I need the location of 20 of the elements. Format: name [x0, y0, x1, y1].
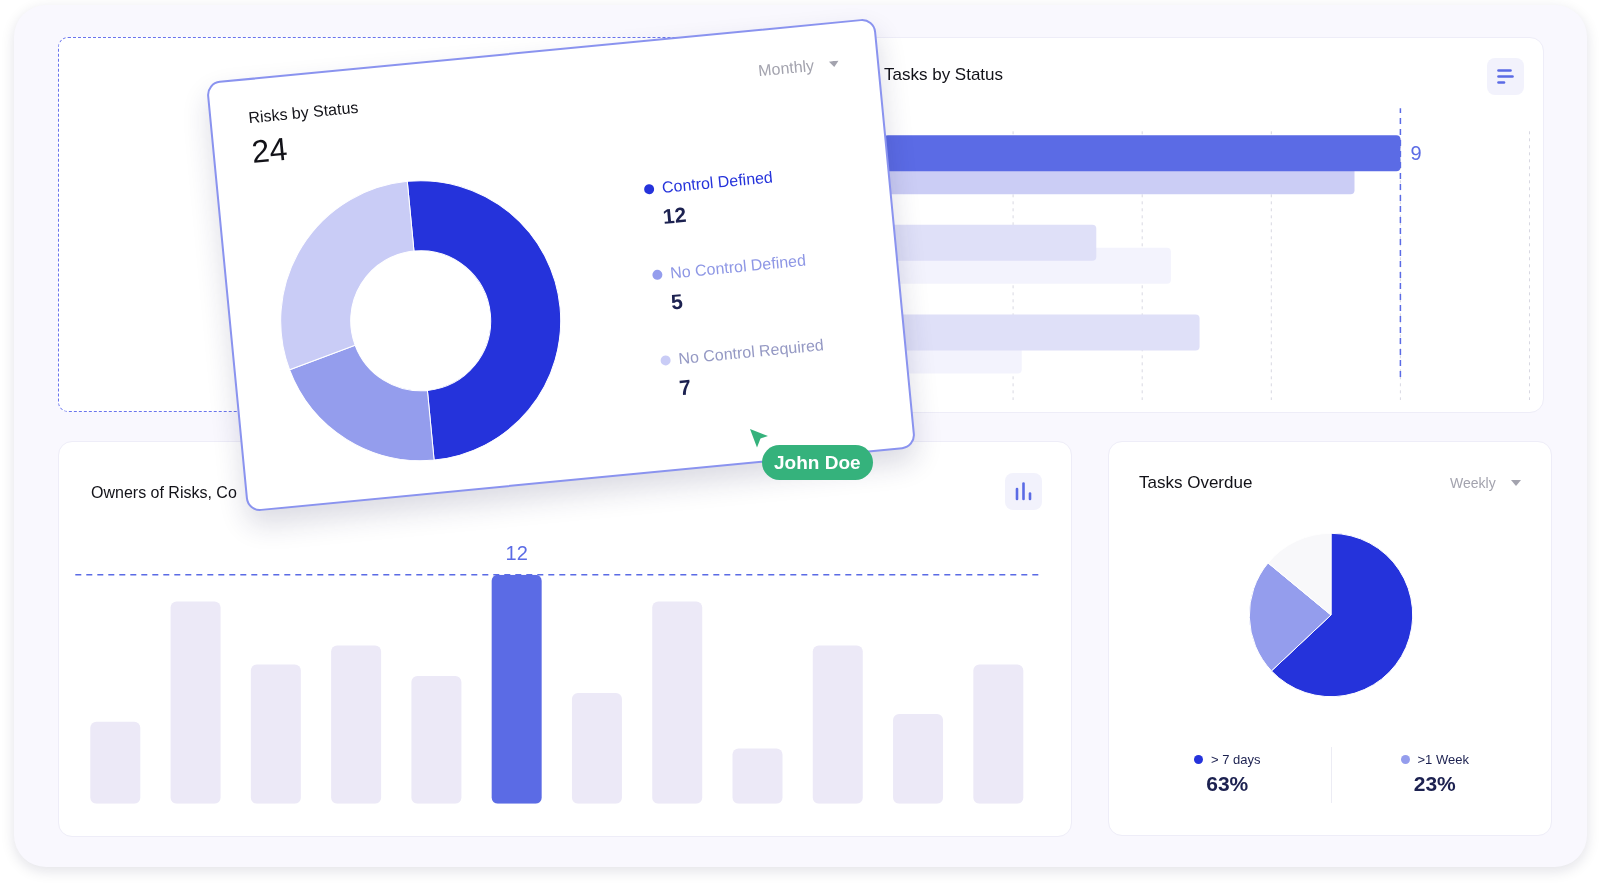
data-label: 23%: [1413, 771, 1456, 797]
text: Monthly: [757, 56, 815, 81]
legend-label: >1 Week: [1417, 751, 1469, 767]
chart-title: Tasks Overdue: [1139, 473, 1253, 492]
text: Weekly: [1450, 475, 1496, 491]
name-badge: John Doe: [762, 445, 873, 480]
data-label: 7: [678, 375, 693, 400]
data-label: 63%: [1206, 771, 1249, 797]
legend-label: No Control Required: [677, 336, 825, 368]
data-label: 9: [1410, 141, 1422, 164]
chart-title: Tasks by Status: [884, 65, 1004, 84]
chart-title: Risks by Status: [247, 98, 360, 127]
data-label: 5: [669, 289, 684, 314]
chart-title: Owners of Risks, Co: [91, 484, 237, 501]
legend-label: No Control Defined: [669, 251, 807, 282]
legend-label: Control Defined: [661, 168, 774, 196]
legend-label: > 7 days: [1210, 751, 1261, 767]
chart-subtitle: 24: [250, 130, 289, 171]
data-label: 12: [661, 202, 688, 228]
data-label: 12: [505, 541, 528, 564]
